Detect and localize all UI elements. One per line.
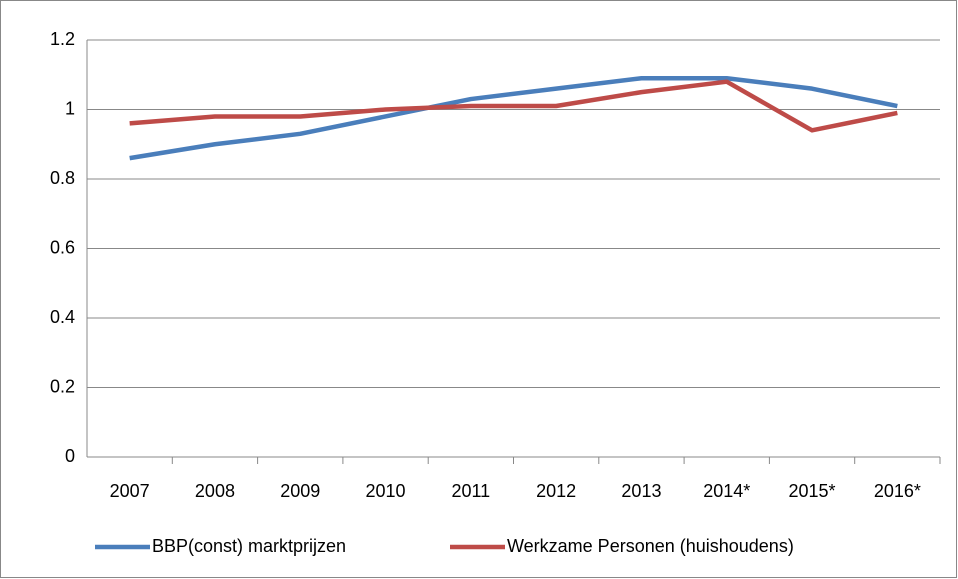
x-tick-label: 2012 [536, 481, 576, 501]
y-tick-label: 0.8 [50, 168, 75, 188]
y-tick-label: 0.4 [50, 307, 75, 327]
x-tick-label: 2013 [621, 481, 661, 501]
legend-label: BBP(const) marktprijzen [152, 536, 346, 556]
series-line [129, 75, 898, 161]
x-tick-label: 2009 [280, 481, 320, 501]
x-tick-label: 2011 [451, 481, 490, 501]
x-tick-label: 2010 [366, 481, 406, 501]
x-tick-label: 2014* [703, 481, 750, 501]
y-tick-label: 1 [65, 98, 75, 118]
legend-label: Werkzame Personen (huishoudens) [507, 536, 794, 556]
y-tick-label: 0 [65, 446, 75, 466]
y-tick-label: 1.2 [50, 29, 75, 49]
x-tick-label: 2015* [789, 481, 836, 501]
x-tick-label: 2007 [110, 481, 150, 501]
x-tick-label: 2016* [874, 481, 921, 501]
y-tick-label: 0.6 [50, 237, 75, 257]
series-line [129, 79, 898, 133]
x-tick-label: 2008 [195, 481, 235, 501]
y-tick-label: 0.2 [50, 376, 75, 396]
